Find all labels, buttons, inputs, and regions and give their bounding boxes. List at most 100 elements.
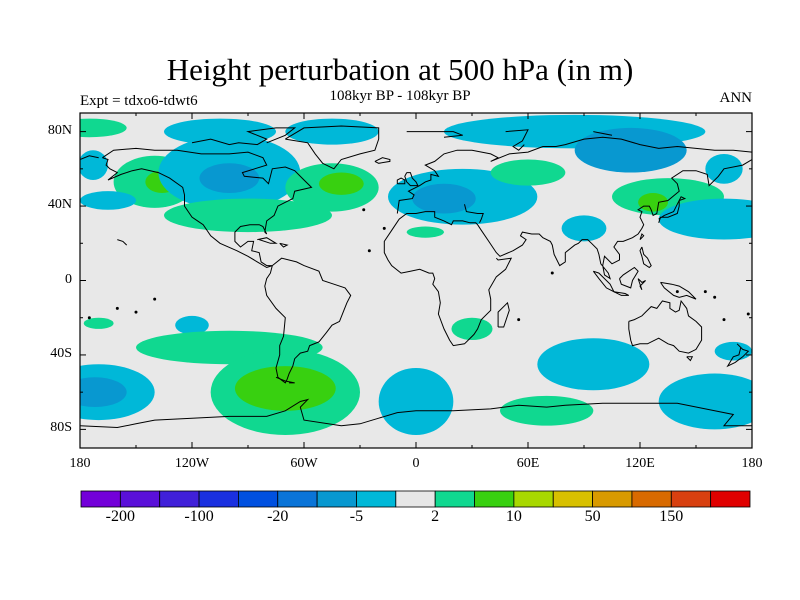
- island-dot: [675, 290, 679, 294]
- coastline: [639, 233, 645, 240]
- coastline: [275, 376, 295, 384]
- coastline: [383, 159, 752, 347]
- anomaly-region: [164, 198, 332, 233]
- coastline: [505, 129, 529, 151]
- anomaly-region: [80, 377, 127, 408]
- x-tick-label: 180: [69, 456, 91, 471]
- coastline: [396, 177, 406, 185]
- y-tick-label: 0: [65, 271, 72, 287]
- island-dot: [362, 208, 366, 212]
- coastline: [658, 196, 687, 223]
- colorbar-box: [80, 490, 121, 508]
- colorbar-box: [198, 490, 239, 508]
- x-tick-label: 60W: [290, 456, 318, 471]
- anomaly-region: [574, 127, 687, 173]
- anomaly-region: [80, 118, 127, 138]
- plot-title: Height perturbation at 500 hPa (in m): [166, 52, 634, 87]
- colorbar-box: [277, 490, 318, 508]
- x-tick-label: 180: [741, 456, 763, 471]
- coastline: [613, 291, 630, 296]
- x-tick-label: 120W: [174, 456, 210, 471]
- colorbar-box: [356, 490, 397, 508]
- anomaly-region: [658, 373, 752, 430]
- anomaly-region: [658, 198, 752, 240]
- anomaly-region: [80, 150, 108, 180]
- colorbar-box: [710, 490, 751, 508]
- anomaly-region: [638, 193, 668, 212]
- colorbar-label: 10: [505, 508, 522, 525]
- anomaly-field: [80, 114, 752, 435]
- coastline: [191, 127, 297, 146]
- coastline: [726, 343, 750, 368]
- anomaly-region: [500, 395, 594, 426]
- colorbar-box: [238, 490, 279, 508]
- colorbar-label: -20: [267, 508, 289, 525]
- island-dot: [713, 295, 717, 299]
- colorbar-box: [552, 490, 593, 508]
- anomaly-region: [412, 183, 476, 214]
- coastline: [639, 246, 652, 269]
- plot-subtitle: 108kyr BP - 108kyr BP: [329, 88, 471, 104]
- coastline: [637, 278, 646, 291]
- anomaly-region: [406, 226, 445, 238]
- anomaly-region: [378, 367, 454, 435]
- anomaly-region: [83, 317, 114, 329]
- coastline: [285, 125, 380, 170]
- anomaly-region: [199, 163, 260, 194]
- coastline: [279, 242, 289, 248]
- coastline: [660, 281, 697, 300]
- coastline: [406, 131, 463, 138]
- y-tick-label: 40N: [47, 197, 72, 213]
- island-dot: [703, 290, 707, 294]
- colorbar-box: [513, 490, 554, 508]
- colorbar-box: [631, 490, 672, 508]
- anomaly-region: [234, 366, 336, 411]
- y-tick-label: 80S: [50, 420, 72, 436]
- x-tick-label: 60E: [516, 456, 540, 471]
- coastline: [117, 239, 128, 246]
- anomaly-region: [561, 215, 607, 242]
- anomaly-region: [318, 172, 364, 195]
- island-dot: [382, 226, 386, 230]
- island-dot: [134, 310, 138, 314]
- coastline: [264, 257, 352, 384]
- anomaly-region: [714, 341, 752, 361]
- colorbar-box: [395, 490, 436, 508]
- y-tick-label: 80N: [47, 122, 72, 138]
- colorbar-label: -200: [105, 508, 136, 525]
- island-dot: [746, 312, 750, 316]
- colorbar-label: -100: [184, 508, 214, 525]
- colorbar-box: [670, 490, 712, 508]
- coastline: [497, 301, 510, 328]
- island-dot: [153, 297, 157, 301]
- y-tick-label: 40S: [50, 345, 72, 361]
- coastline: [257, 237, 278, 244]
- island-dot: [115, 306, 119, 310]
- colorbar-box: [159, 490, 200, 508]
- island-dot: [550, 271, 554, 275]
- island-dot: [367, 249, 371, 253]
- island-dot: [87, 316, 91, 320]
- season-label: ANN: [719, 90, 753, 106]
- coastline: [102, 147, 313, 269]
- colorbar-box: [434, 490, 475, 508]
- x-tick-label: 120E: [625, 456, 655, 471]
- colorbar-box: [474, 490, 515, 508]
- coastline: [80, 398, 752, 429]
- island-dot: [517, 318, 521, 322]
- coastlines: [80, 125, 752, 429]
- anomaly-region: [490, 159, 566, 186]
- x-tick-label: 0: [412, 456, 420, 471]
- colorbar-label: 50: [584, 508, 601, 525]
- anomaly-region: [285, 118, 379, 145]
- colorbar-label: 150: [659, 508, 684, 525]
- colorbar-box: [592, 490, 633, 508]
- experiment-label: Expt = tdxo6-tdwt6: [80, 93, 198, 109]
- anomaly-region: [80, 191, 136, 210]
- coastline: [628, 299, 703, 354]
- colorbar-label: 2: [431, 508, 440, 525]
- coastline: [404, 172, 419, 187]
- coastline: [619, 266, 639, 289]
- anomaly-region: [175, 315, 209, 335]
